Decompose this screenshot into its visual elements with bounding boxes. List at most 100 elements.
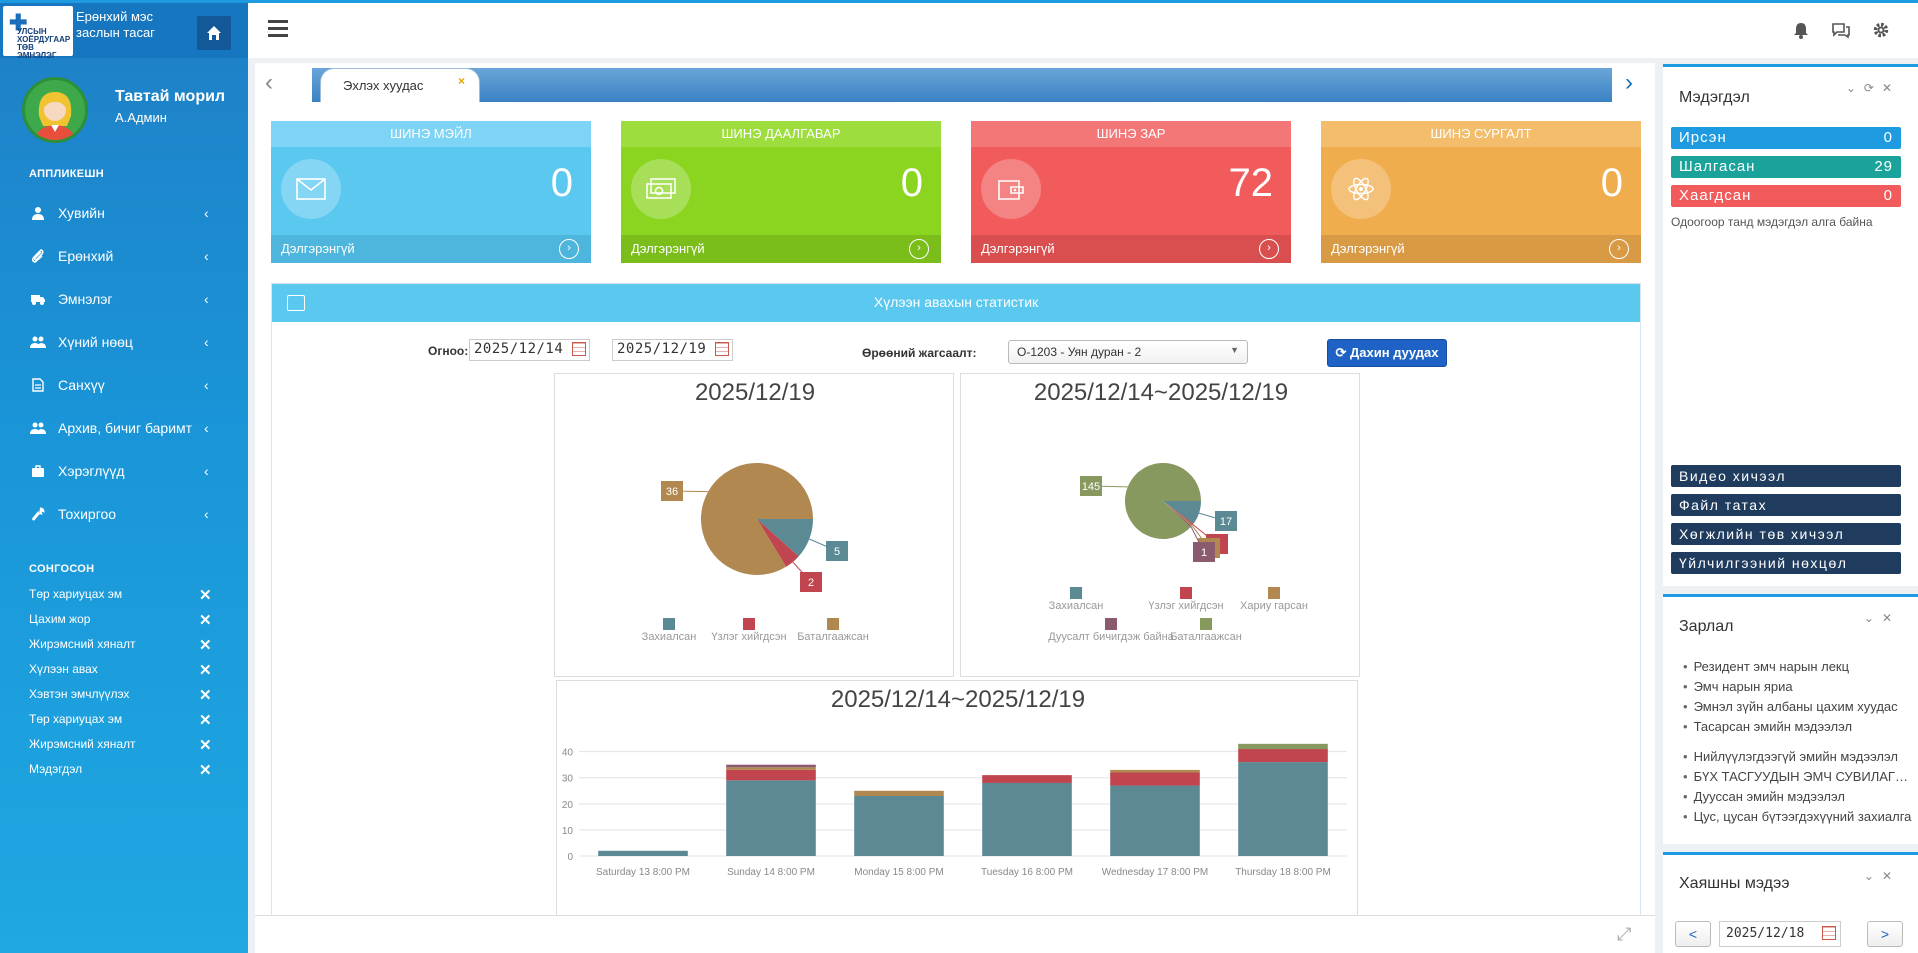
- notification-counter[interactable]: Хаагдсан 0: [1671, 185, 1901, 207]
- dept-select-value: О-1203 - Уян дуран - 2: [1017, 345, 1142, 359]
- remove-favorite-icon[interactable]: ✕: [199, 612, 212, 629]
- tab-scroll-right-icon[interactable]: ›: [1625, 69, 1633, 96]
- stat-card-title: ШИНЭ МЭЙЛ: [271, 121, 591, 147]
- announcements-title: Зарлал: [1679, 618, 1734, 635]
- date-label: Огноо:: [428, 344, 469, 358]
- remove-favorite-icon[interactable]: ✕: [199, 687, 212, 704]
- favorite-item[interactable]: Төр хариуцах эм ✕: [0, 584, 248, 606]
- data-label-box: [1193, 542, 1215, 562]
- remove-favorite-icon[interactable]: ✕: [199, 737, 212, 754]
- announcement-item[interactable]: Нийлүүлэгдээгүй эмийн мэдээлэл: [1683, 749, 1913, 764]
- menu-toggle-button[interactable]: [268, 20, 288, 38]
- pie-slice: [757, 519, 813, 557]
- favorite-item[interactable]: Цахим жор ✕: [0, 609, 248, 631]
- statistics-header: Хүлээн авахын статистик: [272, 284, 1640, 322]
- favorite-item[interactable]: Жирэмсний хяналт ✕: [0, 734, 248, 756]
- x-tick-label: Monday 15 8:00 PM: [854, 867, 944, 878]
- sidebar-item[interactable]: Хувийн ‹: [0, 196, 248, 230]
- calendar-icon[interactable]: [572, 342, 586, 356]
- legend-label: Үзлэг хийгдсэн: [711, 631, 786, 643]
- remove-favorite-icon[interactable]: ✕: [199, 637, 212, 654]
- favorite-item[interactable]: Хүлээн авах ✕: [0, 659, 248, 681]
- date-to-input[interactable]: 2025/12/19: [612, 339, 733, 361]
- date-from-input[interactable]: 2025/12/14: [469, 339, 590, 361]
- chat-icon[interactable]: [1831, 20, 1851, 40]
- reload-label: Дахин дуудах: [1350, 345, 1439, 360]
- brand-bar: ✚ УЛСЫН ХОЁРДУГААР ТӨВ ЭМНЭЛЭГ Ерөнхий м…: [0, 0, 248, 60]
- resource-link[interactable]: Видео хичээл: [1671, 465, 1901, 487]
- tab-home-label: Эхлэх хуудас: [343, 78, 424, 93]
- panel-tools[interactable]: ⌄✕: [1863, 611, 1900, 625]
- weather-title: Хаяшны мэдээ: [1679, 875, 1790, 892]
- favorite-item[interactable]: Төр хариуцах эм ✕: [0, 709, 248, 731]
- sidebar-item[interactable]: Архив, бичиг баримт ‹: [0, 411, 248, 445]
- dept-select[interactable]: О-1203 - Уян дуран - 2 ▼: [1008, 340, 1248, 364]
- sidebar-item[interactable]: Эмнэлэг ‹: [0, 282, 248, 316]
- tab-scroll-left-icon[interactable]: ‹: [265, 69, 273, 96]
- resource-link[interactable]: Файл татах: [1671, 494, 1901, 516]
- user-name: А.Админ: [115, 110, 167, 125]
- next-date-button[interactable]: >: [1867, 921, 1903, 947]
- notification-counter[interactable]: Ирсэн 0: [1671, 127, 1901, 149]
- remove-favorite-icon[interactable]: ✕: [199, 587, 212, 604]
- announcement-item[interactable]: Цус, цусан бүтээгдэхүүний захиалга: [1683, 809, 1913, 824]
- weather-date-input[interactable]: 2025/12/18: [1719, 921, 1841, 947]
- panel-tools[interactable]: ⌄✕: [1863, 869, 1900, 883]
- notifications-empty-text: Одоогоор танд мэдэгдэл алга байна: [1671, 215, 1873, 229]
- sidebar-item[interactable]: Санхүү ‹: [0, 368, 248, 402]
- tab-close-icon[interactable]: ×: [458, 74, 466, 88]
- stat-card-details-link[interactable]: Дэлгэрэнгүй ›: [971, 235, 1291, 263]
- gear-icon[interactable]: [1871, 20, 1891, 40]
- chevron-left-icon: ‹: [204, 420, 209, 436]
- legend-swatch: [1070, 587, 1082, 599]
- announcement-item[interactable]: Тасарсан эмийн мэдээлэл: [1683, 719, 1913, 734]
- legend-swatch: [663, 618, 675, 630]
- stat-card-details-link[interactable]: Дэлгэрэнгүй ›: [1321, 235, 1641, 263]
- notification-counter[interactable]: Шалгасан 29: [1671, 156, 1901, 178]
- stat-card-details-link[interactable]: Дэлгэрэнгүй ›: [271, 235, 591, 263]
- remove-favorite-icon[interactable]: ✕: [199, 712, 212, 729]
- sidebar-item[interactable]: Тохиргоо ‹: [0, 497, 248, 531]
- pie-slice: [1163, 501, 1192, 528]
- favorite-item[interactable]: Жирэмсний хяналт ✕: [0, 634, 248, 656]
- date-from-value: 2025/12/14: [474, 341, 564, 357]
- chart-title: 2025/12/14~2025/12/19: [1034, 379, 1288, 406]
- pie-slice: [701, 463, 813, 575]
- legend-swatch: [1200, 618, 1212, 630]
- top-bar: [248, 0, 1918, 58]
- remove-favorite-icon[interactable]: ✕: [199, 762, 212, 779]
- resource-link[interactable]: Хөгжлийн төв хичээл: [1671, 523, 1901, 545]
- expand-icon[interactable]: ⤢: [1617, 924, 1632, 944]
- home-button[interactable]: [197, 16, 231, 50]
- tab-home[interactable]: Эхлэх хуудас ×: [320, 68, 480, 102]
- calendar-icon[interactable]: [1822, 926, 1836, 940]
- bar-segment: [1110, 772, 1200, 786]
- announcement-item[interactable]: Эмнэл зүйн албаны цахим хуудас: [1683, 699, 1913, 714]
- favorite-item[interactable]: Мэдэгдэл ✕: [0, 759, 248, 781]
- stat-card-details-link[interactable]: Дэлгэрэнгүй ›: [621, 235, 941, 263]
- bar-segment: [1238, 749, 1328, 763]
- favorite-item[interactable]: Хэвтэн эмчлүүлэх ✕: [0, 684, 248, 706]
- sidebar-item[interactable]: Хүний нөөц ‹: [0, 325, 248, 359]
- panel-tools[interactable]: ⌄⟳✕: [1845, 81, 1900, 95]
- hospital-logo[interactable]: ✚ УЛСЫН ХОЁРДУГААР ТӨВ ЭМНЭЛЭГ: [3, 6, 73, 60]
- reload-button[interactable]: ⟳ Дахин дуудах: [1327, 339, 1447, 367]
- sidebar-item[interactable]: Ерөнхий ‹: [0, 239, 248, 273]
- pie-slice: [1125, 463, 1201, 539]
- announcement-item[interactable]: Эмч нарын яриа: [1683, 679, 1913, 694]
- avatar[interactable]: [22, 77, 88, 143]
- calendar-icon[interactable]: [715, 342, 729, 356]
- remove-favorite-icon[interactable]: ✕: [199, 662, 212, 679]
- announcement-item[interactable]: Резидент эмч нарын лекц: [1683, 659, 1913, 674]
- announcement-item[interactable]: БҮХ ТАСГУУДЫН ЭМЧ СУВИЛАГЧ НАРЫН: [1683, 769, 1913, 784]
- briefcase-icon: [30, 463, 46, 479]
- section-title-application: АППЛИКЕШН: [29, 168, 104, 180]
- announcement-item[interactable]: Дууссан эмийн мэдээлэл: [1683, 789, 1913, 804]
- users-icon: [30, 334, 46, 350]
- sidebar-item[interactable]: Хэрэглүүд ‹: [0, 454, 248, 488]
- bell-icon[interactable]: [1791, 20, 1811, 40]
- y-tick-label: 40: [562, 748, 574, 759]
- resource-link[interactable]: Үйлчилгээний нөхцөл: [1671, 552, 1901, 574]
- data-label: 145: [1082, 481, 1100, 493]
- prev-date-button[interactable]: <: [1675, 921, 1711, 947]
